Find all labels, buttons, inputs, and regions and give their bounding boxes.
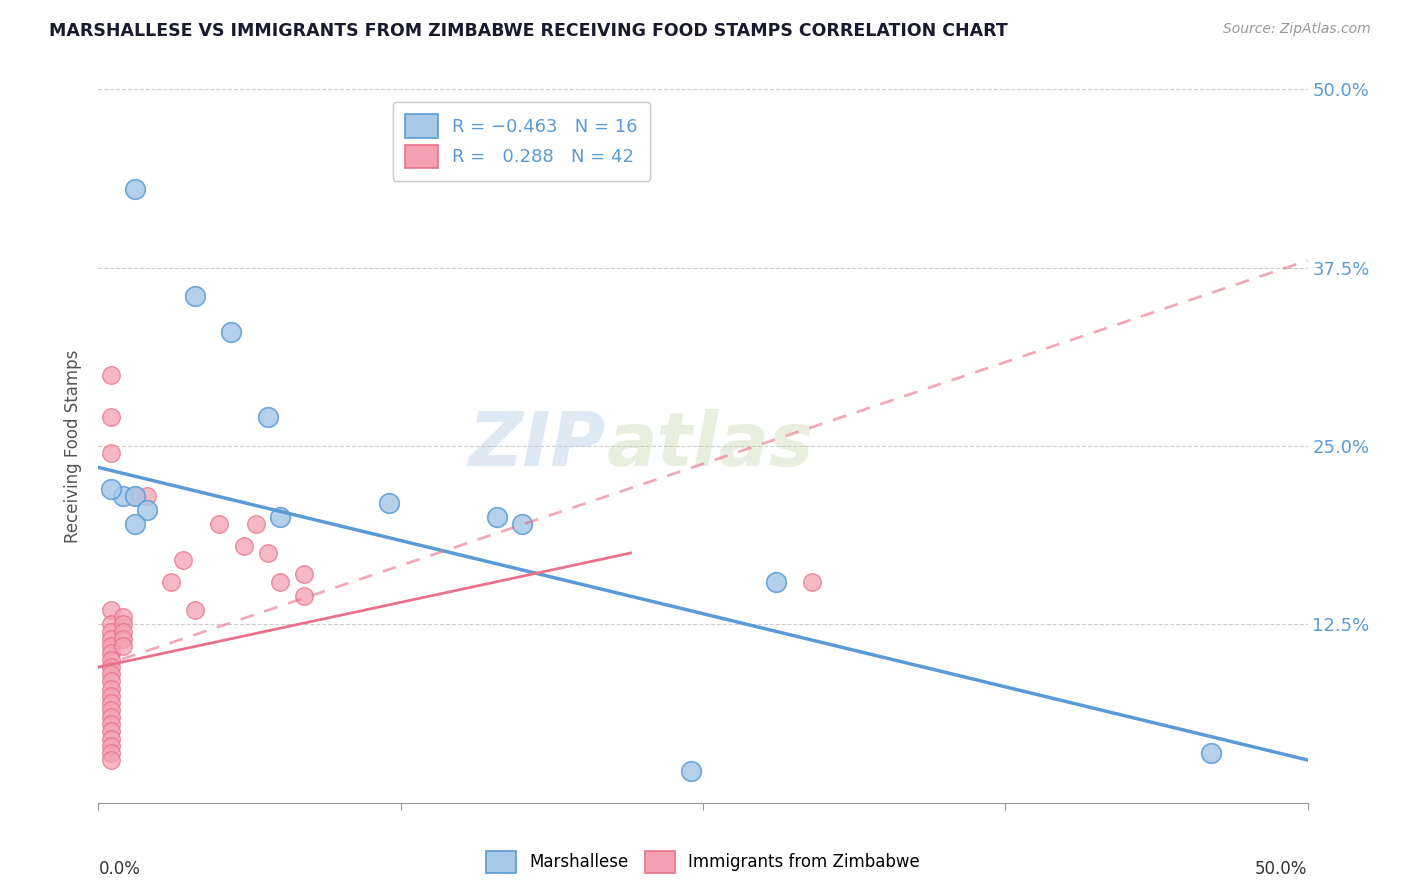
Point bbox=[100, 681, 122, 696]
Point bbox=[269, 574, 291, 589]
Point bbox=[124, 489, 146, 503]
Point bbox=[100, 717, 122, 731]
Point bbox=[111, 610, 134, 624]
Point bbox=[1199, 746, 1222, 760]
Point bbox=[100, 653, 122, 667]
Point bbox=[100, 646, 122, 660]
Point bbox=[100, 674, 122, 689]
Point bbox=[111, 489, 134, 503]
Text: atlas: atlas bbox=[606, 409, 814, 483]
Point bbox=[256, 410, 278, 425]
Legend: Marshallese, Immigrants from Zimbabwe: Marshallese, Immigrants from Zimbabwe bbox=[479, 845, 927, 880]
Point bbox=[765, 574, 787, 589]
Point bbox=[100, 739, 122, 753]
Text: 50.0%: 50.0% bbox=[1256, 860, 1308, 878]
Point bbox=[111, 632, 134, 646]
Text: ZIP: ZIP bbox=[470, 409, 606, 483]
Legend: R = −0.463   N = 16, R =   0.288   N = 42: R = −0.463 N = 16, R = 0.288 N = 42 bbox=[392, 102, 651, 181]
Point bbox=[208, 517, 231, 532]
Point bbox=[184, 603, 207, 617]
Text: MARSHALLESE VS IMMIGRANTS FROM ZIMBABWE RECEIVING FOOD STAMPS CORRELATION CHART: MARSHALLESE VS IMMIGRANTS FROM ZIMBABWE … bbox=[49, 22, 1008, 40]
Point bbox=[184, 289, 207, 303]
Point bbox=[100, 746, 122, 760]
Point bbox=[256, 546, 278, 560]
Point bbox=[111, 624, 134, 639]
Point bbox=[100, 446, 122, 460]
Point bbox=[100, 624, 122, 639]
Point bbox=[100, 660, 122, 674]
Point bbox=[100, 639, 122, 653]
Point bbox=[172, 553, 194, 567]
Point bbox=[135, 489, 157, 503]
Point bbox=[100, 724, 122, 739]
Point bbox=[160, 574, 183, 589]
Point bbox=[111, 639, 134, 653]
Text: Source: ZipAtlas.com: Source: ZipAtlas.com bbox=[1223, 22, 1371, 37]
Point bbox=[100, 710, 122, 724]
Point bbox=[377, 496, 399, 510]
Point bbox=[100, 632, 122, 646]
Point bbox=[124, 489, 146, 503]
Point bbox=[100, 667, 122, 681]
Point bbox=[100, 731, 122, 746]
Point bbox=[232, 539, 254, 553]
Point bbox=[135, 503, 157, 517]
Point bbox=[100, 410, 122, 425]
Point bbox=[800, 574, 823, 589]
Point bbox=[100, 603, 122, 617]
Text: 0.0%: 0.0% bbox=[98, 860, 141, 878]
Point bbox=[100, 368, 122, 382]
Point bbox=[100, 617, 122, 632]
Point bbox=[100, 696, 122, 710]
Point bbox=[100, 703, 122, 717]
Point bbox=[100, 689, 122, 703]
Y-axis label: Receiving Food Stamps: Receiving Food Stamps bbox=[65, 350, 83, 542]
Point bbox=[111, 617, 134, 632]
Point bbox=[510, 517, 533, 532]
Point bbox=[292, 567, 315, 582]
Point bbox=[221, 325, 243, 339]
Point bbox=[124, 517, 146, 532]
Point bbox=[292, 589, 315, 603]
Point bbox=[100, 482, 122, 496]
Point bbox=[245, 517, 267, 532]
Point bbox=[679, 764, 702, 779]
Point bbox=[100, 753, 122, 767]
Point bbox=[124, 182, 146, 196]
Point bbox=[486, 510, 509, 524]
Point bbox=[269, 510, 291, 524]
